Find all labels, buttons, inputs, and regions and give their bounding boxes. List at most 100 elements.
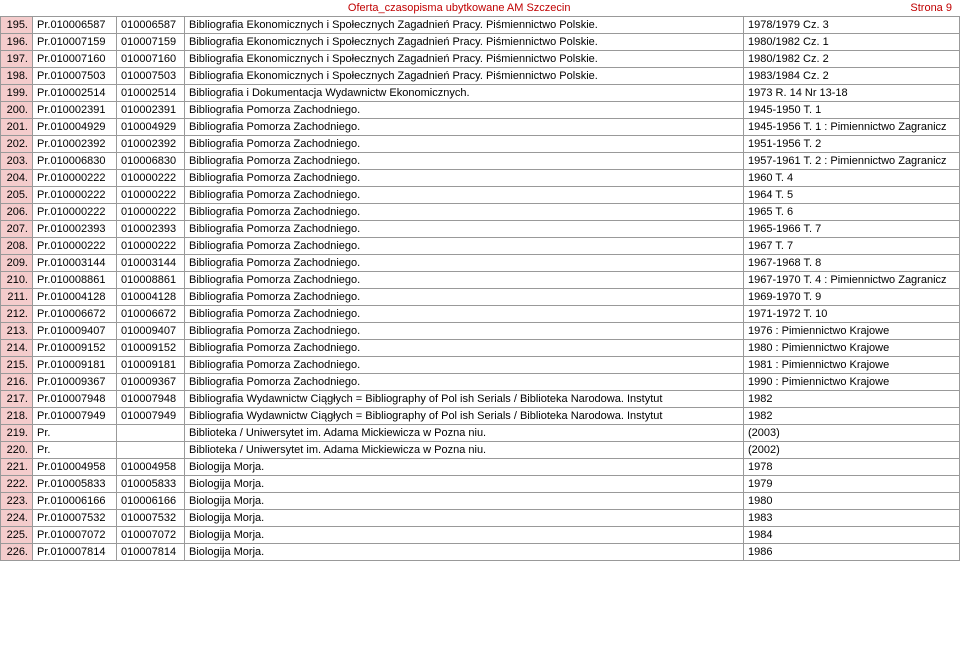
table-row: 225.Pr.010007072010007072Biologija Morja…	[1, 527, 960, 544]
table-row: 226.Pr.010007814010007814Biologija Morja…	[1, 544, 960, 561]
title-cell: Bibliografia Pomorza Zachodniego.	[185, 238, 744, 255]
title-cell: Bibliografia Pomorza Zachodniego.	[185, 255, 744, 272]
year-cell: 1983	[744, 510, 960, 527]
title-cell: Bibliografia Wydawnictw Ciągłych = Bibli…	[185, 391, 744, 408]
id-cell: 010009152	[117, 340, 185, 357]
signature-cell: Pr.010000222	[33, 204, 117, 221]
id-cell: 010004929	[117, 119, 185, 136]
signature-cell: Pr.010007814	[33, 544, 117, 561]
row-index: 221.	[1, 459, 33, 476]
row-index: 209.	[1, 255, 33, 272]
table-row: 222.Pr.010005833010005833Biologija Morja…	[1, 476, 960, 493]
title-cell: Bibliografia Pomorza Zachodniego.	[185, 221, 744, 238]
year-cell: 1986	[744, 544, 960, 561]
row-index: 219.	[1, 425, 33, 442]
table-row: 209.Pr.010003144010003144Bibliografia Po…	[1, 255, 960, 272]
id-cell: 010009367	[117, 374, 185, 391]
id-cell: 010004128	[117, 289, 185, 306]
row-index: 226.	[1, 544, 33, 561]
year-cell: 1945-1956 T. 1 : Pimiennictwo Zagranicz	[744, 119, 960, 136]
title-cell: Bibliografia Ekonomicznych i Społecznych…	[185, 17, 744, 34]
row-index: 202.	[1, 136, 33, 153]
year-cell: 1981 : Pimiennictwo Krajowe	[744, 357, 960, 374]
year-cell: 1984	[744, 527, 960, 544]
signature-cell: Pr.010006672	[33, 306, 117, 323]
row-index: 199.	[1, 85, 33, 102]
title-cell: Bibliografia Pomorza Zachodniego.	[185, 187, 744, 204]
year-cell: 1967-1970 T. 4 : Pimiennictwo Zagranicz	[744, 272, 960, 289]
year-cell: 1971-1972 T. 10	[744, 306, 960, 323]
signature-cell: Pr.010005833	[33, 476, 117, 493]
table-row: 203.Pr.010006830010006830Bibliografia Po…	[1, 153, 960, 170]
title-cell: Bibliografia i Dokumentacja Wydawnictw E…	[185, 85, 744, 102]
page-header: Oferta_czasopisma ubytkowane AM Szczecin…	[0, 0, 960, 16]
id-cell: 010007072	[117, 527, 185, 544]
signature-cell: Pr.010002392	[33, 136, 117, 153]
signature-cell: Pr.010000222	[33, 187, 117, 204]
row-index: 211.	[1, 289, 33, 306]
signature-cell: Pr.010009367	[33, 374, 117, 391]
row-index: 201.	[1, 119, 33, 136]
title-cell: Biologija Morja.	[185, 459, 744, 476]
id-cell: 010002514	[117, 85, 185, 102]
id-cell: 010000222	[117, 170, 185, 187]
title-cell: Biblioteka / Uniwersytet im. Adama Micki…	[185, 442, 744, 459]
page-number: Strona 9	[910, 2, 952, 14]
year-cell: 1973 R. 14 Nr 13-18	[744, 85, 960, 102]
title-cell: Biologija Morja.	[185, 510, 744, 527]
year-cell: 1980/1982 Cz. 2	[744, 51, 960, 68]
table-row: 202.Pr.010002392010002392Bibliografia Po…	[1, 136, 960, 153]
row-index: 195.	[1, 17, 33, 34]
table-row: 220.Pr.Biblioteka / Uniwersytet im. Adam…	[1, 442, 960, 459]
row-index: 222.	[1, 476, 33, 493]
title-cell: Bibliografia Pomorza Zachodniego.	[185, 102, 744, 119]
year-cell: 1965 T. 6	[744, 204, 960, 221]
data-table: 195.Pr.010006587010006587Bibliografia Ek…	[0, 16, 960, 561]
id-cell: 010002393	[117, 221, 185, 238]
title-cell: Bibliografia Pomorza Zachodniego.	[185, 323, 744, 340]
table-row: 196.Pr.010007159010007159Bibliografia Ek…	[1, 34, 960, 51]
year-cell: 1980/1982 Cz. 1	[744, 34, 960, 51]
row-index: 197.	[1, 51, 33, 68]
signature-cell: Pr.010004929	[33, 119, 117, 136]
title-cell: Bibliografia Pomorza Zachodniego.	[185, 340, 744, 357]
year-cell: (2002)	[744, 442, 960, 459]
table-row: 204.Pr.010000222010000222Bibliografia Po…	[1, 170, 960, 187]
row-index: 206.	[1, 204, 33, 221]
id-cell: 010004958	[117, 459, 185, 476]
row-index: 217.	[1, 391, 33, 408]
title-cell: Bibliografia Wydawnictw Ciągłych = Bibli…	[185, 408, 744, 425]
signature-cell: Pr.010006166	[33, 493, 117, 510]
id-cell: 010007814	[117, 544, 185, 561]
title-cell: Bibliografia Pomorza Zachodniego.	[185, 374, 744, 391]
title-cell: Biologija Morja.	[185, 476, 744, 493]
id-cell: 010000222	[117, 238, 185, 255]
row-index: 220.	[1, 442, 33, 459]
id-cell: 010009407	[117, 323, 185, 340]
signature-cell: Pr.010006587	[33, 17, 117, 34]
id-cell: 010006672	[117, 306, 185, 323]
year-cell: 1945-1950 T. 1	[744, 102, 960, 119]
year-cell: 1990 : Pimiennictwo Krajowe	[744, 374, 960, 391]
title-cell: Bibliografia Pomorza Zachodniego.	[185, 204, 744, 221]
row-index: 196.	[1, 34, 33, 51]
id-cell: 010000222	[117, 187, 185, 204]
title-cell: Bibliografia Pomorza Zachodniego.	[185, 289, 744, 306]
signature-cell: Pr.010006830	[33, 153, 117, 170]
id-cell: 010006166	[117, 493, 185, 510]
row-index: 225.	[1, 527, 33, 544]
signature-cell: Pr.010002391	[33, 102, 117, 119]
signature-cell: Pr.010007532	[33, 510, 117, 527]
id-cell: 010007503	[117, 68, 185, 85]
signature-cell: Pr.010008861	[33, 272, 117, 289]
row-index: 224.	[1, 510, 33, 527]
signature-cell: Pr.010007160	[33, 51, 117, 68]
year-cell: 1969-1970 T. 9	[744, 289, 960, 306]
table-row: 219.Pr.Biblioteka / Uniwersytet im. Adam…	[1, 425, 960, 442]
id-cell: 010007160	[117, 51, 185, 68]
title-cell: Bibliografia Pomorza Zachodniego.	[185, 272, 744, 289]
id-cell: 010007532	[117, 510, 185, 527]
title-cell: Bibliografia Pomorza Zachodniego.	[185, 170, 744, 187]
row-index: 198.	[1, 68, 33, 85]
row-index: 210.	[1, 272, 33, 289]
